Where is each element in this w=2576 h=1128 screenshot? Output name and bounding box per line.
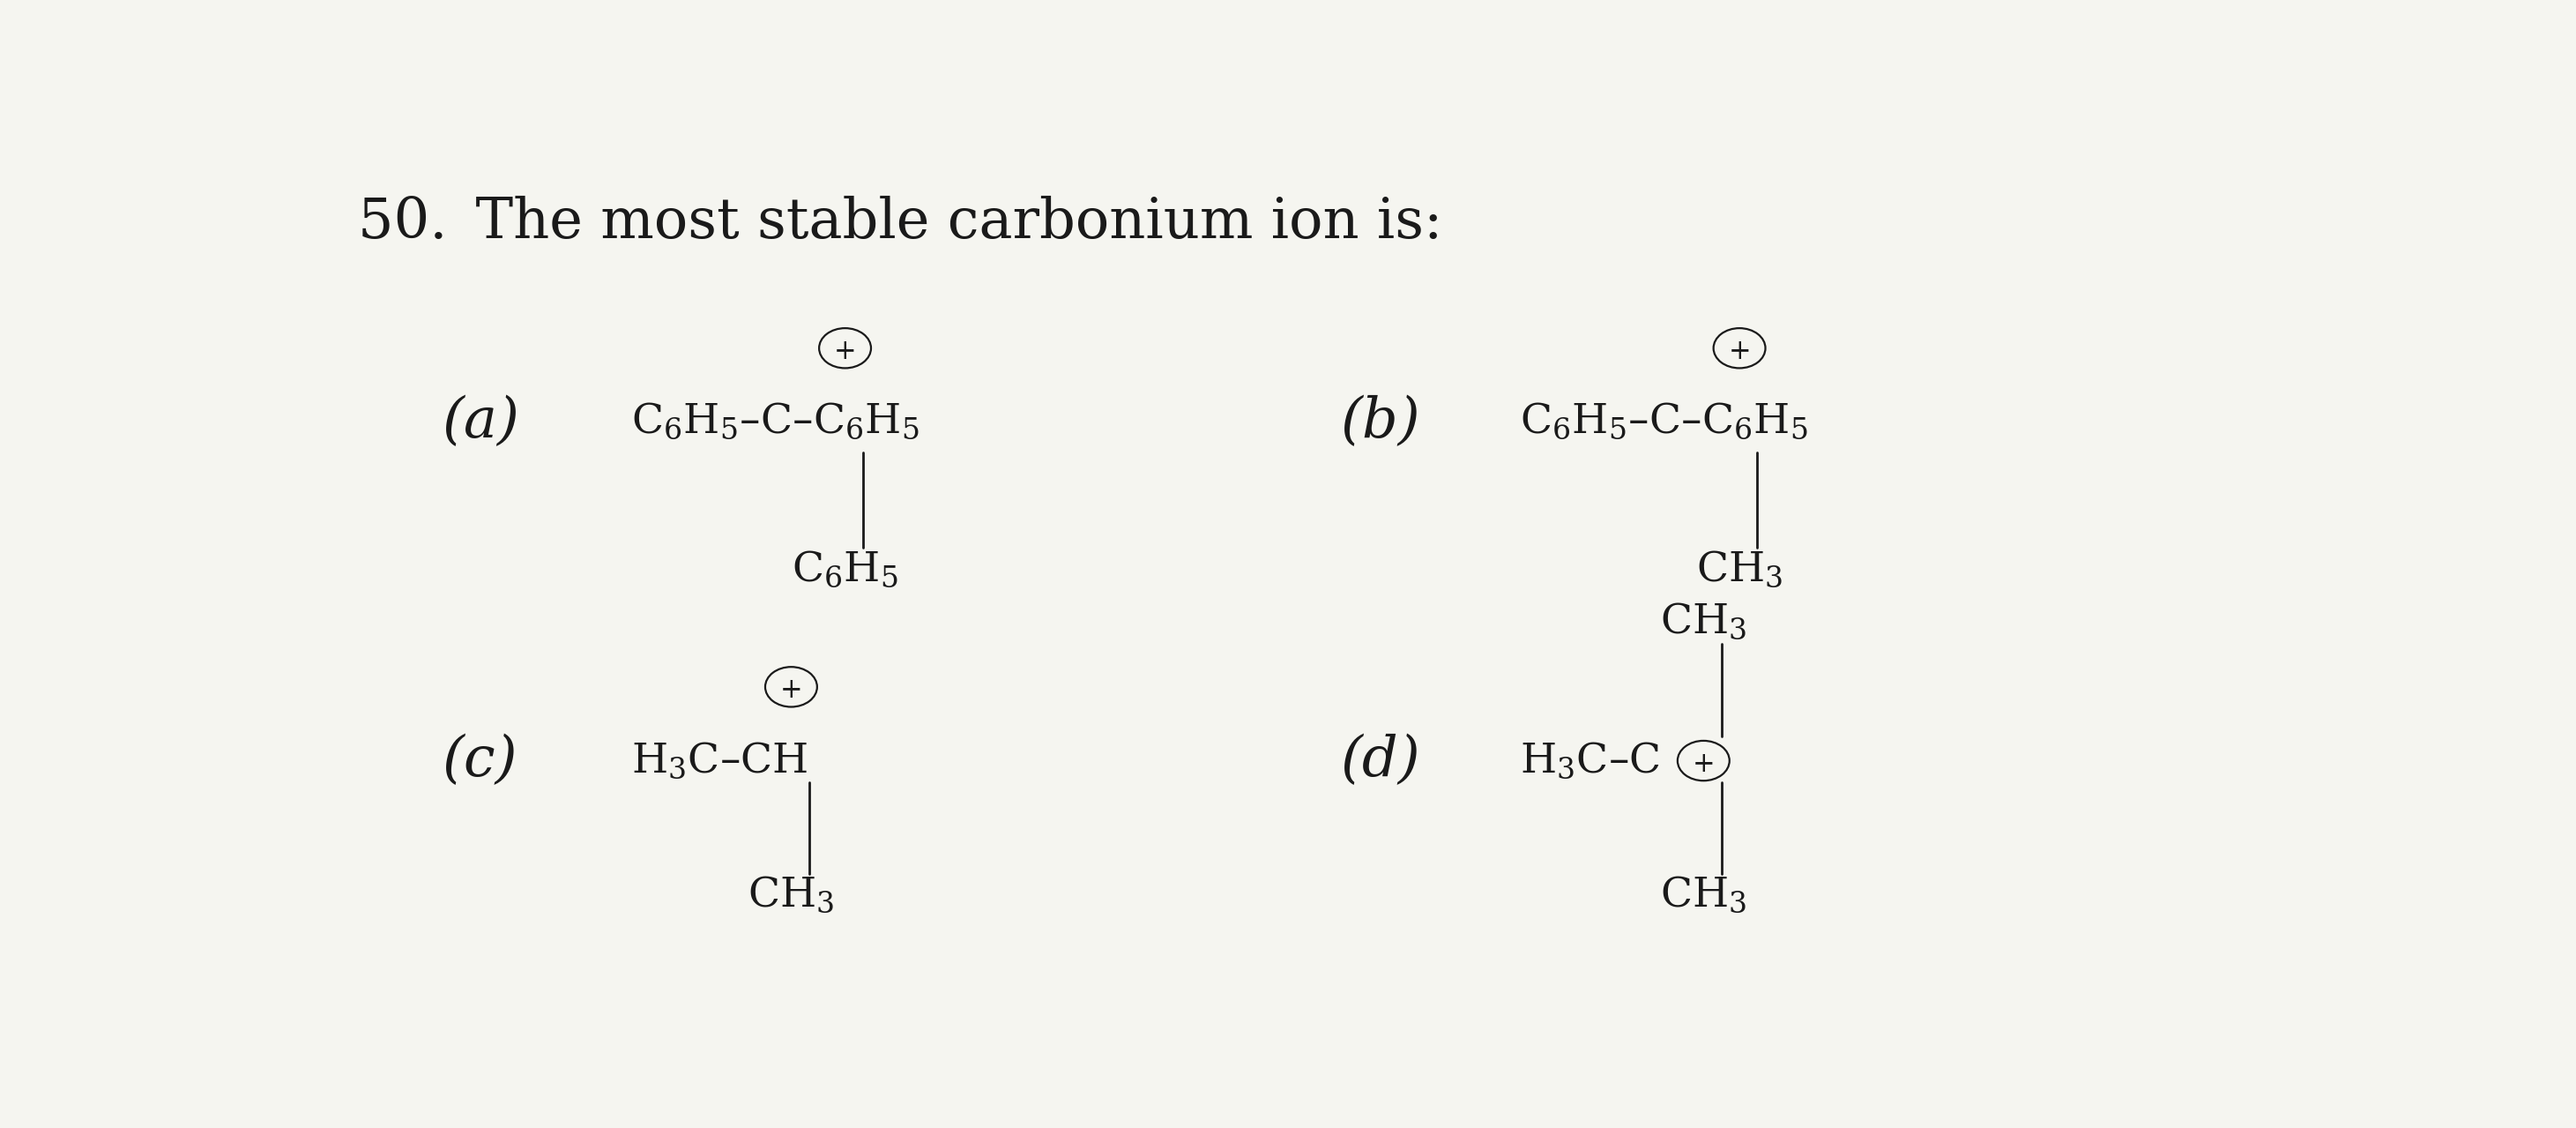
Text: (a): (a) — [443, 395, 520, 449]
Text: $\mathregular{C_6H_5}$: $\mathregular{C_6H_5}$ — [791, 549, 899, 590]
Text: +: + — [1692, 750, 1716, 777]
Text: +: + — [1728, 337, 1752, 365]
Text: 50. The most stable carbonium ion is:: 50. The most stable carbonium ion is: — [358, 196, 1443, 250]
Text: (b): (b) — [1340, 395, 1419, 449]
Text: (c): (c) — [443, 733, 518, 787]
Text: $\mathregular{H_3C}$–C: $\mathregular{H_3C}$–C — [1520, 741, 1659, 781]
Text: (d): (d) — [1340, 733, 1419, 787]
Text: $\mathregular{C_6H_5}$–C–$\mathregular{C_6H_5}$: $\mathregular{C_6H_5}$–C–$\mathregular{C… — [631, 402, 920, 442]
Text: $\mathregular{C_6H_5}$–C–$\mathregular{C_6H_5}$: $\mathregular{C_6H_5}$–C–$\mathregular{C… — [1520, 402, 1808, 442]
Text: $\mathregular{H_3C}$–CH: $\mathregular{H_3C}$–CH — [631, 741, 809, 781]
Text: +: + — [781, 677, 804, 704]
Text: $\mathregular{CH_3}$: $\mathregular{CH_3}$ — [747, 875, 835, 916]
Text: $\mathregular{CH_3}$: $\mathregular{CH_3}$ — [1659, 875, 1747, 916]
Text: +: + — [835, 337, 855, 365]
Text: $\mathregular{CH_3}$: $\mathregular{CH_3}$ — [1659, 601, 1747, 642]
Text: $\mathregular{CH_3}$: $\mathregular{CH_3}$ — [1695, 549, 1783, 590]
